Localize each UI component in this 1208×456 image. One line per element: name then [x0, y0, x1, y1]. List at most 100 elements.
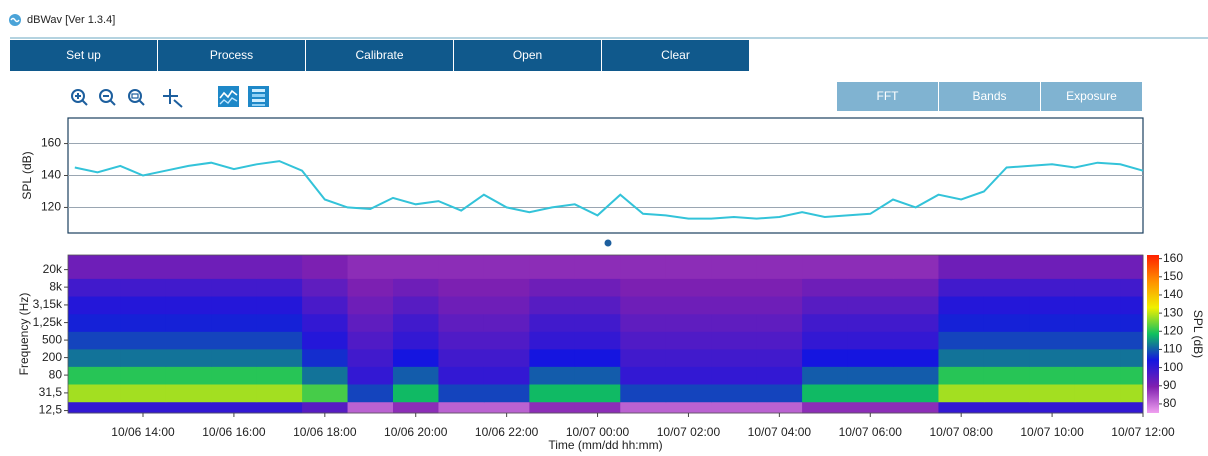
y-tick-label: 3,15k [33, 297, 63, 311]
spectrogram-cell [438, 313, 485, 332]
colorbar-tick-label: 130 [1163, 305, 1183, 319]
spectrogram-cell [711, 331, 758, 350]
menu-button[interactable] [158, 40, 305, 71]
spectrogram-cell [847, 255, 894, 279]
spectrogram-cell [620, 383, 667, 403]
spectrogram-cell [347, 313, 394, 332]
y-tick-label: 1,25k [33, 315, 63, 329]
spectrogram-cell [1074, 401, 1121, 414]
view-toggle-line[interactable] [218, 86, 239, 107]
spectrogram-cell [756, 348, 803, 367]
spectrogram-cell [529, 313, 576, 332]
colorbar-tick-label: 140 [1163, 287, 1183, 301]
spectrogram-cell [938, 348, 985, 367]
spectrogram-cell [1074, 278, 1121, 297]
spectrogram-cell [1120, 401, 1144, 414]
spectrogram-cell [438, 278, 485, 297]
spectrogram-cell [1029, 255, 1076, 279]
spectrogram-cell [802, 348, 849, 367]
spectrogram-cell [574, 348, 621, 367]
y-tick-label: 200 [42, 350, 62, 364]
spectrogram-cell [165, 255, 212, 279]
x-tick-label: 10/06 22:00 [475, 425, 539, 439]
x-tick-label: 10/06 16:00 [202, 425, 266, 439]
spectrogram-cell [211, 383, 258, 403]
spectrogram-cell [211, 255, 258, 279]
spectrogram-cell [256, 366, 303, 385]
window-title: dBWav [Ver 1.3.4] [27, 14, 115, 26]
spectrogram-cell [120, 296, 167, 315]
spectrogram-cell [165, 331, 212, 350]
zoom-in-icon[interactable] [71, 89, 88, 106]
spectrogram-cell [802, 313, 849, 332]
spectrogram-cell [68, 255, 121, 279]
spectrogram-cell [847, 366, 894, 385]
spectrogram-cell [1074, 255, 1121, 279]
spectrogram-cell [256, 278, 303, 297]
spectrogram-cell [893, 313, 939, 332]
spectrogram-cell [438, 366, 485, 385]
menu-button[interactable] [602, 40, 749, 71]
spectrogram-cell [756, 278, 803, 297]
spectrogram-cell [483, 383, 530, 403]
zoom-out-icon[interactable] [99, 89, 116, 106]
spectrogram-cell [1074, 313, 1121, 332]
spectrogram-cell [802, 255, 849, 279]
analysis-button[interactable] [1041, 82, 1142, 111]
view-toggle-spectrogram[interactable] [248, 86, 269, 107]
menu-button[interactable] [306, 40, 453, 71]
spectrogram-cell [983, 255, 1030, 279]
spectrogram-cell [1120, 331, 1144, 350]
spectrogram-cell [620, 278, 667, 297]
colorbar-tick-label: 90 [1163, 378, 1177, 392]
spectrogram-cell [302, 331, 349, 350]
spectrogram-cell [302, 313, 349, 332]
spectrogram-cell [347, 278, 394, 297]
analysis-button[interactable] [837, 82, 938, 111]
spectrogram-cell [211, 278, 258, 297]
y-tick-label: 20k [43, 262, 63, 276]
pan-icon[interactable] [163, 89, 183, 108]
analysis-button[interactable] [939, 82, 1040, 111]
spectrogram-cell [68, 296, 121, 315]
spectrogram-cell [483, 401, 530, 414]
spectrogram-cell [393, 366, 439, 385]
spectrogram-cell [68, 278, 121, 297]
page-indicator[interactable] [604, 239, 612, 247]
spectrogram-cell [256, 331, 303, 350]
spectrogram-cell [893, 366, 939, 385]
x-tick-label: 10/06 20:00 [384, 425, 448, 439]
menu-button[interactable] [454, 40, 601, 71]
spectrogram-cell [756, 313, 803, 332]
spectrogram-cell [665, 278, 712, 297]
y-axis-label: SPL (dB) [20, 151, 34, 199]
spectrogram-cell [938, 296, 985, 315]
spectrogram-cell [1120, 255, 1144, 279]
y-tick-label: 8k [49, 279, 63, 293]
spectrogram-cell [756, 331, 803, 350]
x-tick-label: 10/07 08:00 [929, 425, 993, 439]
spectrogram-cell [483, 278, 530, 297]
spectrogram-cell [120, 383, 167, 403]
spectrogram-cell [983, 278, 1030, 297]
spectrogram-cell [711, 383, 758, 403]
spectrogram-cell [256, 348, 303, 367]
spectrogram-cell [120, 331, 167, 350]
spectrogram-cell [983, 366, 1030, 385]
colorbar-tick-label: 110 [1163, 342, 1182, 356]
spectrogram-cell [802, 383, 849, 403]
zoom-fit-icon[interactable] [128, 89, 145, 106]
spectrogram-cell [256, 296, 303, 315]
y-tick-label: 120 [41, 200, 61, 214]
spectrogram-cell [1074, 296, 1121, 315]
spectrogram-cell [393, 348, 439, 367]
spectrogram-cell [665, 366, 712, 385]
x-tick-label: 10/07 02:00 [657, 425, 721, 439]
spectrogram-cell [893, 401, 939, 414]
spectrogram-cell [847, 348, 894, 367]
spectrogram-cell [983, 313, 1030, 332]
menu-button[interactable] [10, 40, 157, 71]
spectrogram-cell [483, 255, 530, 279]
spectrogram-cell [1029, 401, 1076, 414]
